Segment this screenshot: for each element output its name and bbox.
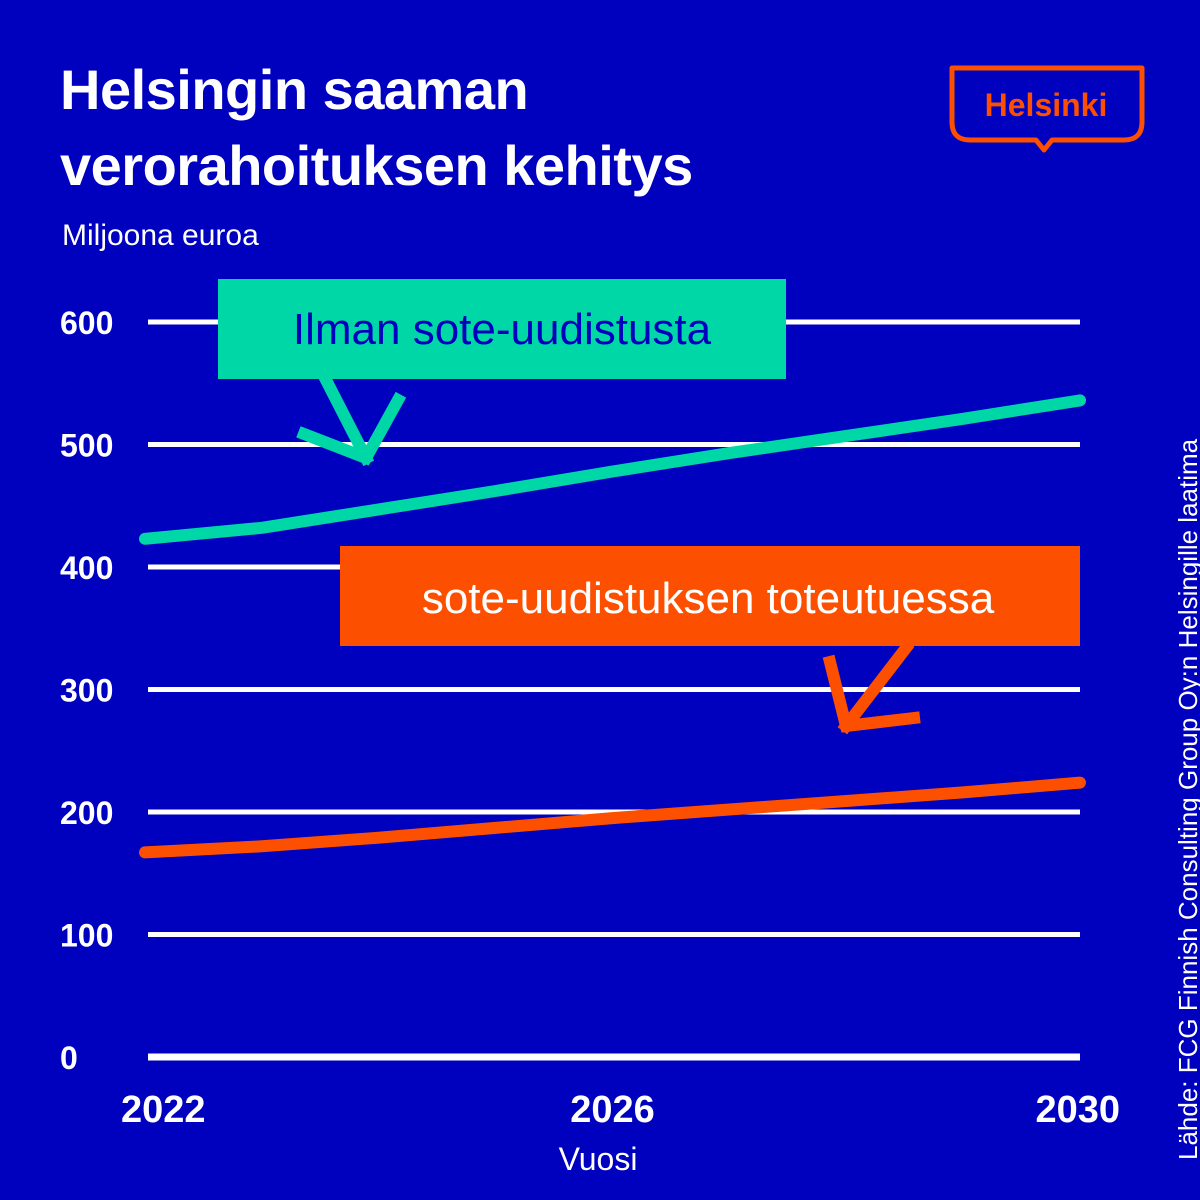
helsinki-logo-text: Helsinki [985,87,1108,123]
y-tick-label-100: 100 [60,918,113,954]
series-line-b [139,776,1086,859]
helsinki-logo: Helsinki [949,65,1145,153]
y-axis-unit-label: Miljoona euroa [62,219,259,252]
x-tick-labels: 2022 2026 2030 [121,1089,1120,1131]
series-b-arrow [822,639,921,735]
series-a-label: Ilman sote-uudistusta [293,305,712,354]
chart-title: Helsingin saaman verorahoituksen kehitys [60,52,693,204]
y-tick-label-600: 600 [60,305,113,341]
helsinki-logo-frame [949,65,1145,153]
x-tick-label-2030: 2030 [1035,1089,1120,1131]
series-b-label-box [340,546,1080,646]
series-lines [139,394,1086,859]
y-tick-label-0: 0 [60,1040,78,1076]
y-tick-label-500: 500 [60,428,113,464]
chart-title-line-1: Helsingin saaman [60,58,529,121]
x-tick-label-2022: 2022 [121,1089,206,1131]
y-tick-label-400: 400 [60,550,113,586]
y-tick-labels: 0 100 200 300 400 500 600 [60,305,113,1076]
x-axis-label: Vuosi [559,1141,638,1177]
y-tick-label-300: 300 [60,673,113,709]
series-a-arrow [296,371,407,467]
chart-title-line-2: verorahoituksen kehitys [60,134,693,197]
series-a-label-box [218,279,786,379]
series-line-a [139,394,1086,545]
series-b-label: sote-uudistuksen toteutuessa [422,574,995,623]
series-a-callout: Ilman sote-uudistusta [218,279,786,467]
series-b-callout: sote-uudistuksen toteutuessa [340,546,1080,735]
x-tick-label-2026: 2026 [570,1089,655,1131]
y-tick-label-200: 200 [60,795,113,831]
gridlines [148,319,1080,1061]
